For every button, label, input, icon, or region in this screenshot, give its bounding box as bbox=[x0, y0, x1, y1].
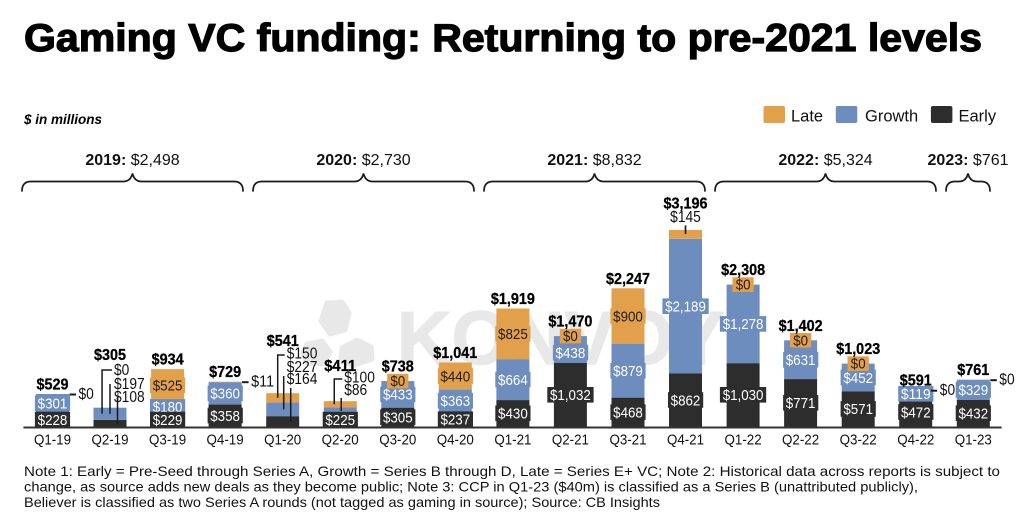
svg-text:$2,247: $2,247 bbox=[606, 271, 650, 288]
svg-text:$0: $0 bbox=[851, 356, 866, 373]
svg-text:$591: $591 bbox=[900, 373, 932, 390]
svg-text:$825: $825 bbox=[498, 326, 528, 343]
svg-text:$468: $468 bbox=[613, 404, 643, 421]
svg-text:2020: $2,730: 2020: $2,730 bbox=[316, 152, 410, 169]
svg-text:Late: Late bbox=[791, 108, 823, 126]
svg-text:2019: $2,498: 2019: $2,498 bbox=[85, 152, 179, 169]
svg-text:$0: $0 bbox=[563, 328, 578, 345]
svg-text:$1,402: $1,402 bbox=[779, 318, 823, 335]
svg-text:$541: $541 bbox=[267, 333, 299, 350]
svg-text:$1,470: $1,470 bbox=[548, 314, 592, 331]
svg-text:$529: $529 bbox=[37, 377, 69, 394]
svg-text:$2,308: $2,308 bbox=[721, 262, 765, 279]
svg-text:2023: $761: 2023: $761 bbox=[928, 152, 1009, 169]
svg-text:$631: $631 bbox=[786, 352, 816, 369]
svg-text:Gaming VC funding: Returning t: Gaming VC funding: Returning to pre-2021… bbox=[24, 17, 982, 60]
svg-text:$0: $0 bbox=[999, 372, 1015, 389]
svg-text:$3,196: $3,196 bbox=[664, 195, 708, 212]
svg-text:Q3-20: Q3-20 bbox=[379, 432, 416, 449]
svg-text:$571: $571 bbox=[843, 401, 873, 418]
svg-text:$228: $228 bbox=[38, 412, 68, 429]
svg-text:$229: $229 bbox=[153, 412, 183, 429]
svg-text:$430: $430 bbox=[498, 406, 528, 423]
svg-text:$108: $108 bbox=[114, 389, 145, 406]
svg-text:Q1-19: Q1-19 bbox=[34, 432, 71, 449]
svg-text:$525: $525 bbox=[153, 378, 183, 395]
svg-text:$197: $197 bbox=[114, 376, 145, 393]
svg-text:$0: $0 bbox=[79, 386, 95, 403]
svg-text:$0: $0 bbox=[793, 332, 808, 349]
svg-text:$438: $438 bbox=[556, 345, 586, 362]
svg-text:$0: $0 bbox=[736, 277, 751, 294]
svg-text:Q2-19: Q2-19 bbox=[91, 432, 128, 449]
svg-text:Q4-22: Q4-22 bbox=[897, 432, 934, 449]
svg-text:2022: $5,324: 2022: $5,324 bbox=[778, 152, 872, 169]
svg-text:Q2-20: Q2-20 bbox=[322, 432, 359, 449]
svg-text:$2,189: $2,189 bbox=[665, 299, 706, 316]
svg-text:$301: $301 bbox=[38, 396, 68, 413]
svg-text:$227: $227 bbox=[287, 359, 318, 376]
svg-text:$664: $664 bbox=[498, 372, 528, 389]
svg-text:$440: $440 bbox=[440, 368, 470, 385]
svg-text:$433: $433 bbox=[383, 387, 413, 404]
svg-text:$411: $411 bbox=[324, 358, 356, 375]
svg-text:Q1-21: Q1-21 bbox=[494, 432, 531, 449]
svg-text:$1,030: $1,030 bbox=[723, 387, 764, 404]
svg-text:Believer is classified as two: Believer is classified as two Series A r… bbox=[24, 494, 660, 510]
svg-text:$150: $150 bbox=[287, 346, 318, 363]
svg-text:change, as source adds new dea: change, as source adds new deals as they… bbox=[24, 479, 918, 495]
svg-text:$164: $164 bbox=[287, 371, 318, 388]
svg-text:$225: $225 bbox=[325, 412, 355, 429]
svg-text:$452: $452 bbox=[843, 370, 873, 387]
svg-text:$86: $86 bbox=[344, 382, 367, 399]
svg-text:Q3-19: Q3-19 bbox=[149, 432, 186, 449]
svg-text:$761: $761 bbox=[957, 362, 989, 379]
svg-text:Q4-20: Q4-20 bbox=[437, 432, 474, 449]
svg-text:Early: Early bbox=[959, 108, 997, 126]
svg-text:$771: $771 bbox=[786, 395, 816, 412]
svg-text:$0: $0 bbox=[390, 373, 405, 390]
svg-text:Growth: Growth bbox=[865, 108, 918, 126]
svg-text:Q1-20: Q1-20 bbox=[264, 432, 301, 449]
svg-text:$100: $100 bbox=[344, 370, 375, 387]
svg-text:Q3-21: Q3-21 bbox=[609, 432, 646, 449]
svg-text:$1,023: $1,023 bbox=[836, 341, 880, 358]
svg-text:$1,041: $1,041 bbox=[433, 345, 477, 362]
svg-text:$862: $862 bbox=[671, 392, 701, 409]
svg-text:Q2-21: Q2-21 bbox=[552, 432, 589, 449]
svg-text:$1,278: $1,278 bbox=[723, 316, 764, 333]
svg-text:$729: $729 bbox=[209, 364, 241, 381]
svg-text:$934: $934 bbox=[152, 352, 184, 369]
svg-text:$1,032: $1,032 bbox=[550, 387, 591, 404]
svg-text:$879: $879 bbox=[613, 363, 643, 380]
svg-text:$472: $472 bbox=[901, 404, 931, 421]
svg-text:$ in millions: $ in millions bbox=[23, 112, 103, 127]
svg-text:$237: $237 bbox=[440, 412, 470, 429]
svg-text:$360: $360 bbox=[210, 386, 240, 403]
svg-text:$900: $900 bbox=[613, 308, 643, 325]
svg-text:$11: $11 bbox=[251, 374, 274, 391]
svg-text:$329: $329 bbox=[958, 382, 988, 399]
svg-text:Q3-22: Q3-22 bbox=[840, 432, 877, 449]
svg-text:2021: $8,832: 2021: $8,832 bbox=[547, 152, 641, 169]
svg-text:Q2-22: Q2-22 bbox=[782, 432, 819, 449]
svg-text:Q1-22: Q1-22 bbox=[725, 432, 762, 449]
svg-text:$0: $0 bbox=[940, 382, 956, 399]
svg-text:$119: $119 bbox=[901, 386, 931, 403]
svg-text:$358: $358 bbox=[210, 408, 240, 425]
svg-text:Q4-21: Q4-21 bbox=[667, 432, 704, 449]
svg-text:$363: $363 bbox=[440, 393, 470, 410]
svg-text:$0: $0 bbox=[114, 362, 130, 379]
svg-text:Q4-19: Q4-19 bbox=[207, 432, 244, 449]
svg-text:$305: $305 bbox=[94, 347, 126, 364]
svg-text:$1,919: $1,919 bbox=[491, 291, 535, 308]
svg-text:$738: $738 bbox=[382, 359, 414, 376]
svg-text:$305: $305 bbox=[383, 409, 413, 426]
svg-text:$432: $432 bbox=[958, 406, 988, 423]
svg-text:$145: $145 bbox=[670, 209, 701, 226]
svg-text:Q1-23: Q1-23 bbox=[955, 432, 992, 449]
svg-text:Note 1: Early = Pre-Seed throu: Note 1: Early = Pre-Seed through Series … bbox=[24, 463, 1000, 479]
